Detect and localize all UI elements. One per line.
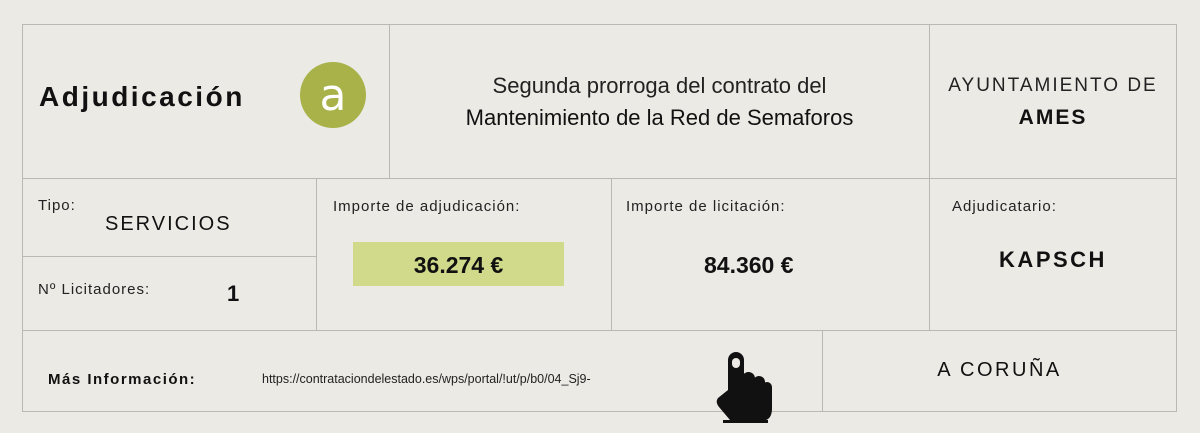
adjudicatario-label: Adjudicatario:	[952, 198, 1057, 215]
tipo-value: SERVICIOS	[105, 213, 232, 235]
council-cell: AYUNTAMIENTO DE AMES	[929, 24, 1177, 179]
adjudicatario-cell: Adjudicatario: KAPSCH	[929, 178, 1177, 331]
council-line1: AYUNTAMIENTO DE	[948, 75, 1158, 96]
importe-adjudicacion-value: 36.274 €	[413, 252, 504, 278]
council-name: AMES	[1018, 106, 1088, 129]
province-name: A CORUÑA	[937, 359, 1062, 381]
licitadores-label: Nº Licitadores:	[38, 281, 151, 298]
contract-description-line1: Segunda prorroga del contrato del	[492, 73, 827, 98]
contract-description-line2: Mantenimiento de la Red de Semaforos	[465, 105, 854, 130]
tipo-cell: Tipo: SERVICIOS	[22, 178, 317, 257]
tipo-label: Tipo:	[38, 197, 76, 214]
province-cell: A CORUÑA	[822, 330, 1177, 412]
adjudicatario-value: KAPSCH	[999, 247, 1107, 272]
importe-licitacion-cell: Importe de licitación: 84.360 €	[611, 178, 930, 331]
hand-pointer-icon[interactable]	[714, 346, 776, 426]
badge-letter: a	[319, 69, 347, 121]
category-badge: a	[300, 62, 366, 128]
importe-adjudicacion-label: Importe de adjudicación:	[333, 198, 521, 215]
importe-adjudicacion-highlight	[353, 242, 564, 286]
contract-cell: Segunda prorroga del contrato del Manten…	[389, 24, 930, 179]
licitadores-value: 1	[227, 281, 240, 306]
more-info-link[interactable]: https://contrataciondelestado.es/wps/por…	[262, 372, 591, 386]
page-title: Adjudicación	[39, 81, 245, 112]
licitadores-cell: Nº Licitadores: 1	[22, 256, 317, 331]
importe-licitacion-label: Importe de licitación:	[626, 198, 786, 215]
title-cell: Adjudicación a	[22, 24, 390, 179]
importe-licitacion-value: 84.360 €	[704, 252, 794, 278]
mas-informacion-cell: Más Información: https://contrataciondel…	[22, 330, 823, 412]
mas-informacion-label: Más Información:	[48, 371, 197, 388]
importe-adjudicacion-cell: Importe de adjudicación: 36.274 €	[316, 178, 612, 331]
